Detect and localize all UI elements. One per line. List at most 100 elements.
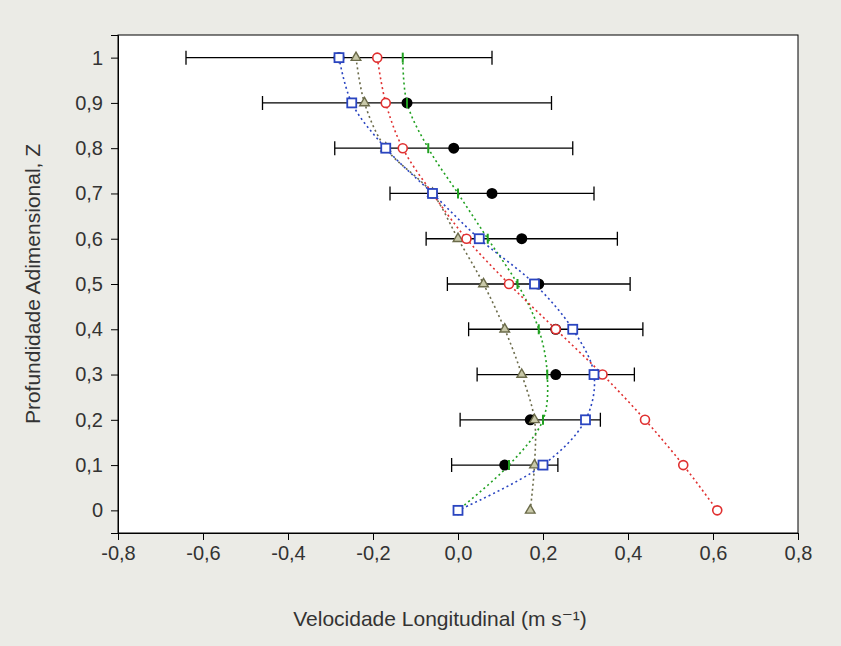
tick-mark [111, 465, 118, 466]
tick-mark [373, 533, 374, 540]
marker [462, 234, 471, 243]
error-bar [477, 368, 634, 382]
plot-background [118, 35, 798, 533]
tick-label: 0,6 [700, 542, 728, 564]
marker [428, 189, 437, 198]
marker [530, 414, 540, 422]
tick: 0 [92, 499, 118, 521]
tick-label: 0,2 [530, 542, 558, 564]
tick: 1 [92, 47, 118, 69]
tick-mark [458, 533, 459, 540]
marker [402, 53, 404, 63]
tick: 0,7 [75, 182, 118, 204]
tick-mark [111, 284, 118, 285]
tick-mark [111, 148, 118, 149]
marker [351, 52, 361, 60]
x-axis-title: Velocidade Longitudinal (m s⁻¹) [293, 607, 587, 630]
data-area [186, 51, 722, 516]
marker [500, 324, 510, 332]
tick-mark [111, 420, 118, 421]
marker [406, 98, 408, 108]
x-axis: -0,8 -0,6 -0,4 -0,2 0,0 0,2 0,4 0,6 0,8 [101, 533, 812, 564]
error-bar [447, 277, 630, 291]
marker [679, 461, 688, 470]
marker [454, 506, 463, 515]
marker [530, 280, 539, 289]
y-axis: 00,10,20,30,40,50,60,70,80,91 [75, 36, 118, 534]
tick: 0,9 [75, 92, 118, 114]
tick-label: -0,8 [101, 542, 135, 564]
tick-label: 0,7 [75, 182, 103, 204]
tick-label: 0,9 [75, 92, 103, 114]
tick-label: 0,1 [75, 454, 103, 476]
marker [517, 369, 527, 377]
marker [398, 144, 407, 153]
error-bar [426, 232, 617, 246]
marker [542, 415, 544, 425]
tick-label: -0,4 [271, 542, 305, 564]
error-bar [263, 96, 552, 110]
tick: 0,4 [615, 533, 643, 564]
marker [551, 325, 560, 334]
tick-mark [628, 533, 629, 540]
tick-mark [798, 533, 799, 540]
tick-label: 0,5 [75, 273, 103, 295]
tick-label: 0,6 [75, 228, 103, 250]
marker [428, 189, 437, 198]
error-bar [390, 186, 594, 200]
marker [381, 98, 390, 107]
series-line [403, 58, 548, 511]
marker [538, 324, 540, 334]
marker [641, 415, 650, 424]
error-bar [335, 141, 573, 155]
marker [499, 460, 510, 471]
tick: 0,4 [75, 318, 118, 340]
tick-mark [543, 533, 544, 540]
marker [373, 53, 382, 62]
tick-label: -0,6 [186, 542, 220, 564]
marker [448, 143, 459, 154]
tick-mark [111, 103, 118, 104]
marker [427, 143, 429, 153]
marker [539, 461, 548, 470]
marker [525, 505, 535, 513]
marker [335, 53, 344, 62]
tick: 0,6 [75, 228, 118, 250]
tick-label: 0,3 [75, 363, 103, 385]
marker [550, 324, 561, 335]
chart: -0,8 -0,6 -0,4 -0,2 0,0 0,2 0,4 0,6 0,8 0 0,1 0,2 0,… [0, 0, 841, 646]
tick: -0,8 [101, 533, 135, 564]
tick-mark [111, 375, 118, 376]
tick-label: -0,2 [356, 542, 390, 564]
marker [550, 369, 561, 380]
series-line [339, 58, 595, 511]
tick: 0,3 [75, 363, 118, 385]
tick-mark [288, 533, 289, 540]
tick: 0,6 [700, 533, 728, 564]
tick-mark [111, 239, 118, 240]
tick-label: 0 [92, 499, 103, 521]
tick-mark [111, 510, 118, 511]
axis-line [111, 36, 119, 534]
marker [487, 188, 498, 199]
tick: 0,8 [785, 533, 813, 564]
marker [381, 144, 390, 153]
tick-mark [713, 533, 714, 540]
tick: 0,0 [445, 533, 473, 564]
marker [453, 233, 463, 241]
error-bar [469, 322, 643, 336]
error-bar [460, 413, 600, 427]
marker [546, 370, 548, 380]
tick: 0,2 [75, 409, 118, 431]
axis-line [119, 534, 799, 541]
series-line [377, 58, 717, 511]
tick-mark [111, 193, 118, 194]
marker [457, 188, 459, 198]
marker [590, 370, 599, 379]
tick: -0,4 [271, 533, 305, 564]
plot-frame [118, 35, 798, 533]
tick: -0,2 [356, 533, 390, 564]
tick-label: 0,2 [75, 409, 103, 431]
tick-mark [203, 533, 204, 540]
tick: 0,2 [530, 533, 558, 564]
